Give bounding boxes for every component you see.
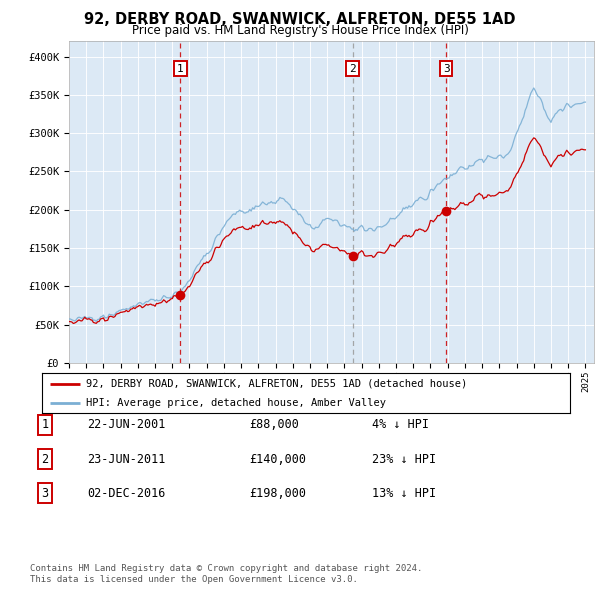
Text: 22-JUN-2001: 22-JUN-2001 [87, 418, 166, 431]
Text: 23-JUN-2011: 23-JUN-2011 [87, 453, 166, 466]
Text: 23% ↓ HPI: 23% ↓ HPI [372, 453, 436, 466]
Text: 2: 2 [41, 453, 49, 466]
Text: 2: 2 [349, 64, 356, 74]
Text: 1: 1 [177, 64, 184, 74]
Text: Contains HM Land Registry data © Crown copyright and database right 2024.: Contains HM Land Registry data © Crown c… [30, 565, 422, 573]
Text: 13% ↓ HPI: 13% ↓ HPI [372, 487, 436, 500]
Text: £198,000: £198,000 [249, 487, 306, 500]
Text: 3: 3 [41, 487, 49, 500]
Text: £88,000: £88,000 [249, 418, 299, 431]
Text: Price paid vs. HM Land Registry's House Price Index (HPI): Price paid vs. HM Land Registry's House … [131, 24, 469, 37]
Text: 1: 1 [41, 418, 49, 431]
Text: 92, DERBY ROAD, SWANWICK, ALFRETON, DE55 1AD: 92, DERBY ROAD, SWANWICK, ALFRETON, DE55… [84, 12, 516, 27]
Text: This data is licensed under the Open Government Licence v3.0.: This data is licensed under the Open Gov… [30, 575, 358, 584]
Text: 02-DEC-2016: 02-DEC-2016 [87, 487, 166, 500]
Text: HPI: Average price, detached house, Amber Valley: HPI: Average price, detached house, Ambe… [86, 398, 386, 408]
Text: £140,000: £140,000 [249, 453, 306, 466]
Text: 92, DERBY ROAD, SWANWICK, ALFRETON, DE55 1AD (detached house): 92, DERBY ROAD, SWANWICK, ALFRETON, DE55… [86, 379, 467, 389]
Text: 3: 3 [443, 64, 449, 74]
Text: 4% ↓ HPI: 4% ↓ HPI [372, 418, 429, 431]
